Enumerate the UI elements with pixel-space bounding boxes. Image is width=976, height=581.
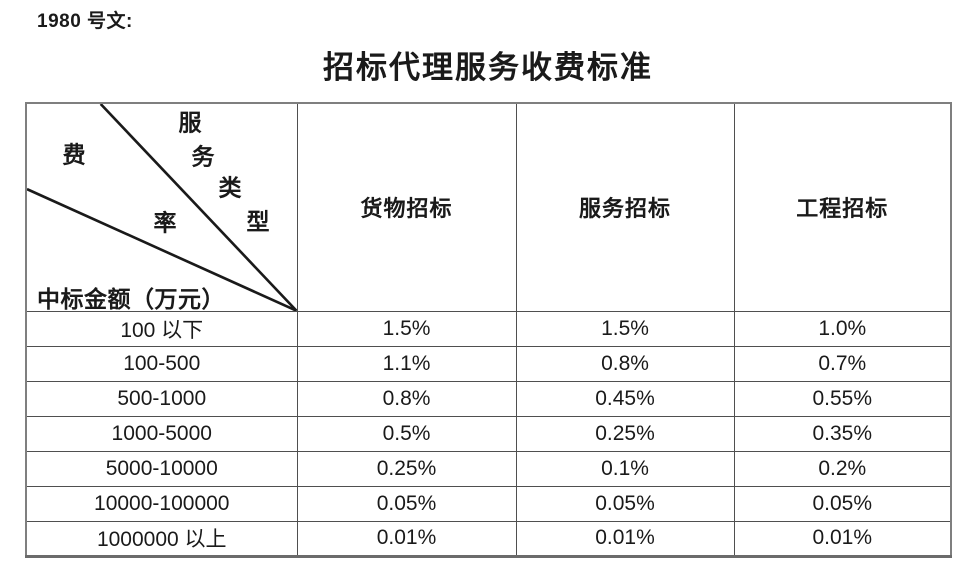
fee-value-cell: 0.01% <box>733 520 952 558</box>
fee-value-cell: 0.55% <box>733 380 952 417</box>
table-row: 100 以下 1.5% 1.5% 1.0% <box>25 310 952 347</box>
column-header-works: 工程招标 <box>733 102 952 312</box>
fee-value-cell: 0.05% <box>296 485 517 522</box>
fee-value-cell: 0.8% <box>515 345 735 382</box>
diagonal-lines <box>27 104 297 311</box>
corner-label-amount: 中标金额（万元） <box>37 287 225 312</box>
table-row: 100-500 1.1% 0.8% 0.7% <box>25 345 952 382</box>
fee-value-cell: 0.45% <box>515 380 735 417</box>
row-label-cell: 1000-5000 <box>25 415 298 452</box>
row-label-cell: 1000000 以上 <box>25 520 298 558</box>
fee-standard-table: 服 务 类 型 费 率 中标金额（万元） 货物招标 服务招标 工程招标 100 … <box>25 102 952 558</box>
fee-value-cell: 0.05% <box>515 485 735 522</box>
fee-value-cell: 0.01% <box>296 520 517 558</box>
fee-value-cell: 0.2% <box>733 450 952 487</box>
corner-label-service-char-2: 务 <box>191 144 215 170</box>
document-ref-number: 1980 号文: <box>37 11 133 32</box>
column-header-services: 服务招标 <box>515 102 735 312</box>
table-row: 1000000 以上 0.01% 0.01% 0.01% <box>25 520 952 558</box>
row-label-cell: 5000-10000 <box>25 450 298 487</box>
corner-label-rate-char-1: 费 <box>62 142 86 168</box>
row-label-cell: 100 以下 <box>25 310 298 347</box>
fee-value-cell: 1.1% <box>296 345 517 382</box>
table-row: 1000-5000 0.5% 0.25% 0.35% <box>25 415 952 452</box>
table-row: 10000-100000 0.05% 0.05% 0.05% <box>25 485 952 522</box>
corner-label-rate-char-2: 率 <box>153 210 177 236</box>
fee-value-cell: 0.1% <box>515 450 735 487</box>
fee-value-cell: 1.5% <box>515 310 735 347</box>
fee-value-cell: 0.35% <box>733 415 952 452</box>
header-row: 服 务 类 型 费 率 中标金额（万元） 货物招标 服务招标 工程招标 <box>25 102 952 312</box>
fee-value-cell: 0.7% <box>733 345 952 382</box>
corner-label-service-char-3: 类 <box>218 175 242 201</box>
table-row: 5000-10000 0.25% 0.1% 0.2% <box>25 450 952 487</box>
corner-label-service-char-4: 型 <box>246 209 270 235</box>
table-row: 500-1000 0.8% 0.45% 0.55% <box>25 380 952 417</box>
column-header-goods: 货物招标 <box>296 102 517 312</box>
diagonal-header-cell: 服 务 类 型 费 率 中标金额（万元） <box>25 102 298 312</box>
fee-value-cell: 1.5% <box>296 310 517 347</box>
fee-value-cell: 0.05% <box>733 485 952 522</box>
row-label-cell: 100-500 <box>25 345 298 382</box>
corner-label-service-char-1: 服 <box>178 110 202 136</box>
fee-value-cell: 0.8% <box>296 380 517 417</box>
fee-value-cell: 0.01% <box>515 520 735 558</box>
page-title: 招标代理服务收费标准 <box>323 50 653 85</box>
fee-value-cell: 0.25% <box>296 450 517 487</box>
row-label-cell: 10000-100000 <box>25 485 298 522</box>
row-label-cell: 500-1000 <box>25 380 298 417</box>
fee-value-cell: 1.0% <box>733 310 952 347</box>
fee-value-cell: 0.5% <box>296 415 517 452</box>
fee-value-cell: 0.25% <box>515 415 735 452</box>
